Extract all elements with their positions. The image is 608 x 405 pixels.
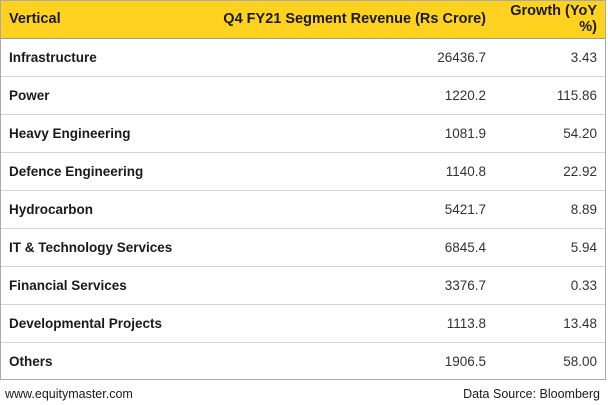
cell-growth: 0.33 bbox=[494, 265, 605, 304]
cell-revenue: 1113.8 bbox=[192, 303, 494, 342]
footer: www.equitymaster.com Data Source: Bloomb… bbox=[0, 385, 604, 403]
table-row: Hydrocarbon 5421.7 8.89 bbox=[1, 189, 605, 228]
table-row: Power 1220.2 115.86 bbox=[1, 75, 605, 114]
table-row: Developmental Projects 1113.8 13.48 bbox=[1, 303, 605, 342]
cell-vertical: Heavy Engineering bbox=[1, 113, 192, 152]
table-body: Infrastructure 26436.7 3.43 Power 1220.2 115.… bbox=[1, 38, 605, 380]
cell-growth: 22.92 bbox=[494, 151, 605, 190]
cell-vertical: Financial Services bbox=[1, 265, 192, 304]
cell-revenue: 1140.8 bbox=[192, 151, 494, 190]
cell-growth: 5.94 bbox=[494, 227, 605, 266]
cell-vertical: Power bbox=[1, 75, 192, 114]
cell-revenue: 1906.5 bbox=[192, 341, 494, 380]
table-row: Others 1906.5 58.00 bbox=[1, 341, 605, 380]
cell-revenue: 6845.4 bbox=[192, 227, 494, 266]
cell-revenue: 5421.7 bbox=[192, 189, 494, 228]
data-table-frame: Vertical Q4 FY21 Segment Revenue (Rs Cro… bbox=[0, 0, 606, 380]
cell-revenue: 1081.9 bbox=[192, 113, 494, 152]
cell-vertical: IT & Technology Services bbox=[1, 227, 192, 266]
cell-growth: 8.89 bbox=[494, 189, 605, 228]
cell-growth: 58.00 bbox=[494, 341, 605, 380]
column-header-vertical: Vertical bbox=[1, 1, 192, 39]
cell-growth: 3.43 bbox=[570, 49, 597, 65]
cell-vertical: Developmental Projects bbox=[1, 303, 192, 342]
data-source-label: Data Source: Bloomberg bbox=[463, 387, 600, 401]
cell-growth: 115.86 bbox=[494, 75, 605, 114]
cell-vertical: Others bbox=[1, 341, 192, 380]
table-row: Infrastructure 26436.7 3.43 bbox=[1, 38, 605, 76]
cell-growth: 13.48 bbox=[494, 303, 605, 342]
cell-vertical: Infrastructure bbox=[9, 49, 97, 65]
column-header-revenue: Q4 FY21 Segment Revenue (Rs Crore) bbox=[192, 1, 494, 39]
cell-revenue: 3376.7 bbox=[192, 265, 494, 304]
cell-vertical: Defence Engineering bbox=[1, 151, 192, 190]
segment-revenue-table: Vertical Q4 FY21 Segment Revenue (Rs Cro… bbox=[1, 1, 605, 380]
column-header-growth: Growth (YoY %) bbox=[494, 1, 605, 39]
table-row: Heavy Engineering 1081.9 54.20 bbox=[1, 113, 605, 152]
table-row: Financial Services 3376.7 0.33 bbox=[1, 265, 605, 304]
table-row: Defence Engineering 1140.8 22.92 bbox=[1, 151, 605, 190]
website-label: www.equitymaster.com bbox=[5, 387, 133, 401]
table-row: IT & Technology Services 6845.4 5.94 bbox=[1, 227, 605, 266]
cell-revenue: 1220.2 bbox=[192, 75, 494, 114]
cell-revenue: 26436.7 bbox=[437, 49, 486, 65]
cell-growth: 54.20 bbox=[494, 113, 605, 152]
table-header-row: Vertical Q4 FY21 Segment Revenue (Rs Cro… bbox=[1, 1, 605, 39]
cell-vertical: Hydrocarbon bbox=[1, 189, 192, 228]
